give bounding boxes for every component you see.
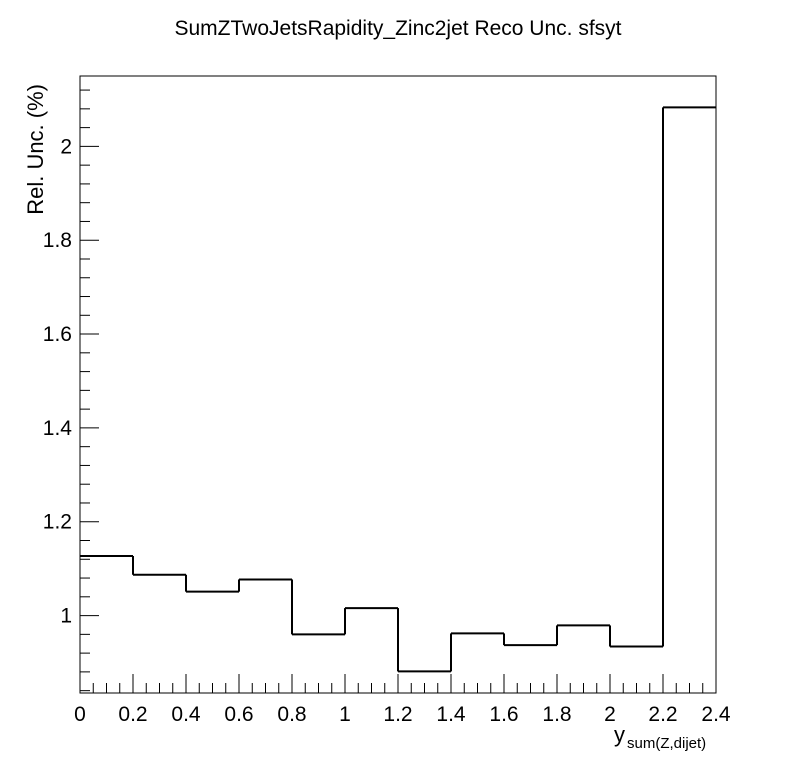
y-tick-label: 1.4 — [43, 417, 73, 440]
x-tick-label: 0 — [74, 703, 86, 726]
x-tick-label: 2.2 — [648, 703, 677, 726]
x-axis-label-subscript: sum(Z,dijet) — [627, 735, 706, 752]
x-tick-label: 2.4 — [701, 703, 731, 726]
y-tick-label: 1.8 — [43, 229, 72, 252]
y-axis-ticks: 1 1.2 1.4 1.6 1.8 2 — [43, 89, 99, 692]
x-axis-label: y sum(Z,dijet) — [614, 722, 706, 752]
x-tick-label: 0.4 — [171, 703, 201, 726]
plot-frame — [79, 75, 717, 694]
x-axis-label-main: y — [614, 722, 625, 747]
y-tick-label: 1.2 — [43, 511, 72, 534]
chart-title: SumZTwoJetsRapidity_Zinc2jet Reco Unc. s… — [175, 17, 622, 40]
x-tick-label: 1.2 — [383, 703, 412, 726]
y-tick-label: 1 — [60, 605, 72, 628]
x-tick-label: 1 — [339, 703, 351, 726]
x-tick-label: 1.4 — [436, 703, 466, 726]
x-tick-label: 2 — [604, 703, 616, 726]
x-axis-ticks: 0 0.2 0.4 0.6 0.8 1 1.2 1.4 1.6 1.8 2 2.2 2.4 — [74, 674, 731, 726]
y-tick-label: 1.6 — [43, 323, 72, 346]
x-tick-label: 0.8 — [277, 703, 306, 726]
x-tick-label: 0.6 — [224, 703, 253, 726]
x-tick-label: 1.6 — [489, 703, 518, 726]
y-tick-label: 2 — [60, 135, 72, 158]
series-group — [80, 106, 716, 673]
x-tick-label: 0.2 — [118, 703, 147, 726]
y-axis-label: Rel. Unc. (%) — [23, 84, 48, 215]
x-tick-label: 1.8 — [542, 703, 571, 726]
